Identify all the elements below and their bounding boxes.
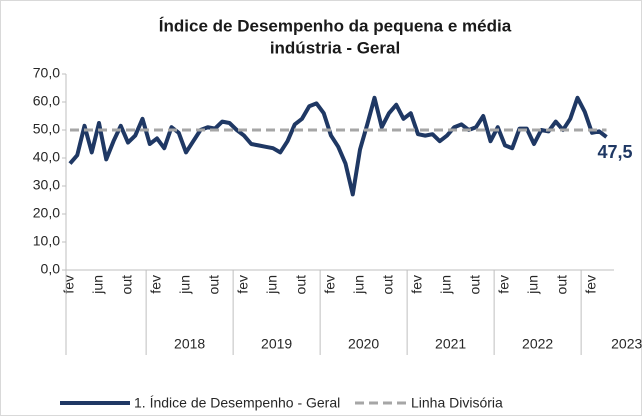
series-line: [68, 95, 608, 197]
year-label: 2018: [174, 336, 205, 352]
y-tick-label: 30,0: [33, 177, 60, 193]
y-tick-label: 60,0: [33, 93, 60, 109]
chart-title: indústria - Geral: [270, 38, 400, 57]
y-tick-label: 70,0: [33, 65, 60, 81]
x-tick-label: jun: [525, 275, 541, 295]
x-tick-label: fev: [148, 275, 164, 294]
x-tick-label: out: [206, 275, 222, 295]
y-tick-label: 10,0: [33, 233, 60, 249]
x-tick-label: jun: [177, 275, 193, 295]
x-tick-label: out: [554, 275, 570, 295]
x-tick-label: out: [293, 275, 309, 295]
year-label: 2021: [435, 336, 466, 352]
year-label: 2020: [348, 336, 379, 352]
year-label: 2019: [261, 336, 292, 352]
legend-label: 1. Índice de Desempenho - Geral: [134, 395, 340, 411]
x-tick-label: out: [119, 275, 135, 295]
x-tick-label: fev: [583, 275, 599, 294]
y-tick-label: 50,0: [33, 121, 60, 137]
x-tick-label: jun: [90, 275, 106, 295]
value-label: 47,5: [597, 142, 632, 162]
x-tick-label: out: [467, 275, 483, 295]
y-tick-label: 0,0: [41, 261, 61, 277]
legend-label: Linha Divisória: [411, 395, 503, 411]
y-tick-label: 20,0: [33, 205, 60, 221]
x-tick-label: fev: [235, 275, 251, 294]
chart-title: Índice de Desempenho da pequena e média: [159, 16, 512, 35]
x-tick-label: jun: [264, 275, 280, 295]
y-tick-label: 40,0: [33, 149, 60, 165]
x-tick-label: fev: [496, 275, 512, 294]
x-tick-label: fev: [409, 275, 425, 294]
x-tick-label: jun: [438, 275, 454, 295]
x-tick-label: fev: [61, 275, 77, 294]
x-tick-label: out: [380, 275, 396, 295]
x-tick-label: fev: [322, 275, 338, 294]
x-tick-label: jun: [351, 275, 367, 295]
year-label: 2023: [611, 336, 642, 352]
year-label: 2022: [522, 336, 553, 352]
